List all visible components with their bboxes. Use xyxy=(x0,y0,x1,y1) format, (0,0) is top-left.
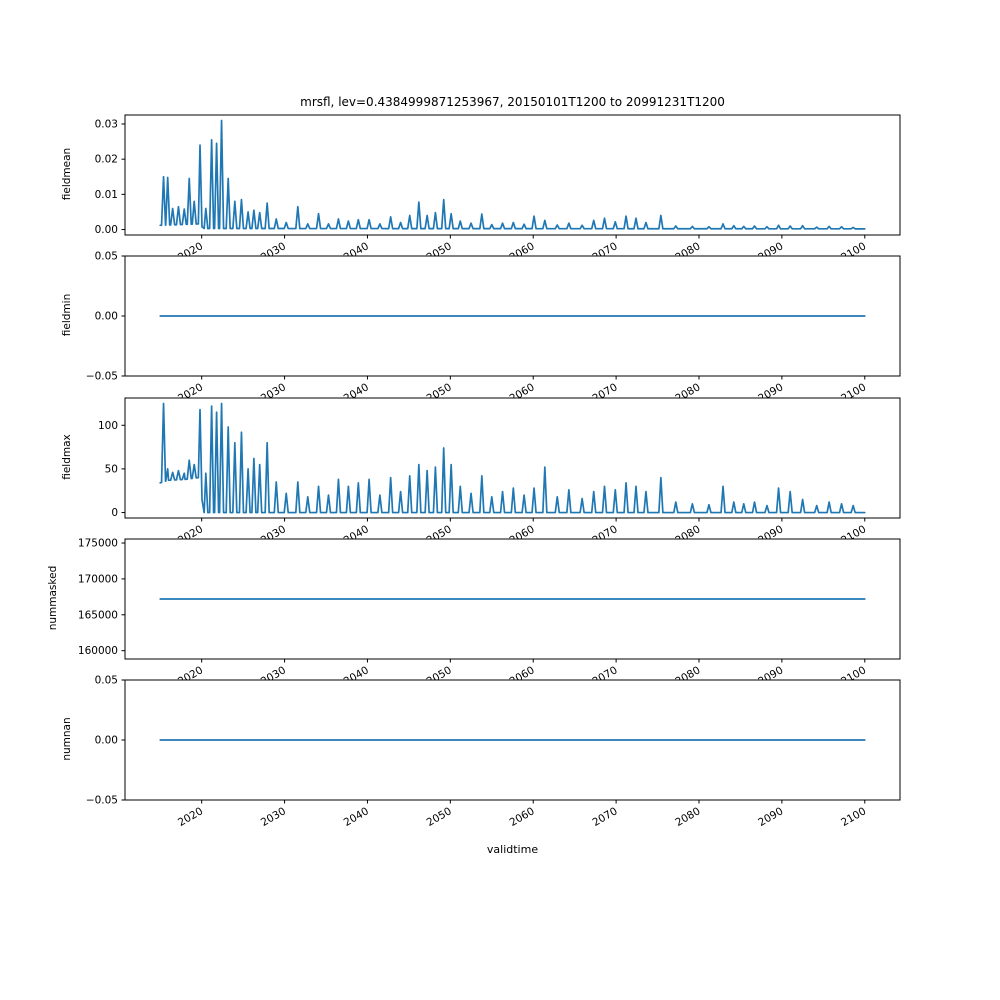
x-tick-label: 2060 xyxy=(508,523,537,547)
x-tick-label: 2100 xyxy=(839,381,868,405)
fieldmean-line xyxy=(159,119,866,230)
x-tick-label: 2040 xyxy=(342,523,371,547)
x-tick-label: 2080 xyxy=(673,664,702,688)
y-axis-label-fieldmean: fieldmean xyxy=(61,147,73,201)
y-tick-label: 0.05 xyxy=(95,251,118,263)
x-tick-label: 2050 xyxy=(425,523,454,547)
x-tick-label: 2070 xyxy=(590,523,619,547)
x-tick-label: 2070 xyxy=(590,664,619,688)
x-tick-label: 2070 xyxy=(590,381,619,405)
x-tick-label: 2090 xyxy=(756,381,785,405)
axes-frame xyxy=(124,255,901,377)
x-tick-label: 2070 xyxy=(590,805,619,829)
x-tick-label: 2040 xyxy=(342,805,371,829)
y-tick-label: 100 xyxy=(98,419,118,431)
axes-fieldmax: 100 50 0 2020 2030 2040 2050 2060 2070 2080 2090 21… xyxy=(98,397,901,547)
y-tick-label: 0.03 xyxy=(95,118,118,130)
y-tick-label: 0.00 xyxy=(95,311,118,323)
axes-numnan: 0.05 0.00 −0.05 2020 2030 2040 2050 2060 2070 208… xyxy=(86,675,901,829)
x-tick-label: 2030 xyxy=(259,240,288,264)
figure-title: mrsfl, lev=0.4384999871253967, 20150101T… xyxy=(300,95,725,109)
x-tick-label: 2040 xyxy=(342,664,371,688)
y-axis-label-numnan: numnan xyxy=(61,717,73,761)
x-tick-label: 2050 xyxy=(425,664,454,688)
x-tick-label: 2060 xyxy=(508,240,537,264)
x-tick-label: 2060 xyxy=(508,381,537,405)
y-tick-label: 0 xyxy=(111,507,118,519)
x-tick-label: 2020 xyxy=(176,523,205,547)
x-tick-label: 2020 xyxy=(176,381,205,405)
x-tick-label: 2020 xyxy=(176,240,205,264)
axes-frame xyxy=(124,114,901,236)
fieldmax-line xyxy=(159,402,866,513)
x-tick-label: 2090 xyxy=(756,240,785,264)
x-axis-label: validtime xyxy=(486,843,539,856)
y-tick-label: 0.01 xyxy=(95,189,118,201)
y-tick-label: 0.00 xyxy=(95,224,118,236)
x-tick-label: 2050 xyxy=(425,381,454,405)
x-tick-label: 2030 xyxy=(259,664,288,688)
x-tick-label: 2070 xyxy=(590,240,619,264)
y-tick-label: 165000 xyxy=(78,609,118,621)
x-tick-label: 2030 xyxy=(259,805,288,829)
x-tick-label: 2030 xyxy=(259,381,288,405)
y-tick-label: 160000 xyxy=(78,645,118,657)
axes-fieldmin: 0.05 0.00 −0.05 2020 2030 2040 2050 2060 2070 208… xyxy=(86,251,901,405)
y-tick-label: −0.05 xyxy=(86,371,118,383)
x-tick-label: 2100 xyxy=(839,240,868,264)
x-tick-label: 2090 xyxy=(756,664,785,688)
x-tick-label: 2060 xyxy=(508,805,537,829)
y-axis-label-nummasked: nummasked xyxy=(47,565,59,631)
y-tick-label: −0.05 xyxy=(86,795,118,807)
y-tick-label: 0.05 xyxy=(95,675,118,687)
x-tick-label: 2080 xyxy=(673,523,702,547)
x-tick-label: 2050 xyxy=(425,805,454,829)
x-tick-label: 2100 xyxy=(839,805,868,829)
x-tick-label: 2030 xyxy=(259,523,288,547)
axes-frame xyxy=(124,679,901,801)
y-tick-label: 170000 xyxy=(78,573,118,585)
x-tick-label: 2020 xyxy=(176,664,205,688)
x-tick-label: 2040 xyxy=(342,240,371,264)
x-tick-label: 2080 xyxy=(673,240,702,264)
x-tick-label: 2040 xyxy=(342,381,371,405)
x-tick-label: 2080 xyxy=(673,381,702,405)
y-tick-label: 175000 xyxy=(78,537,118,549)
x-tick-label: 2090 xyxy=(756,805,785,829)
x-tick-label: 2050 xyxy=(425,240,454,264)
axes-nummasked: 175000 170000 165000 160000 2020 2030 2040 2050… xyxy=(78,537,901,688)
x-tick-label: 2100 xyxy=(839,523,868,547)
x-tick-label: 2080 xyxy=(673,805,702,829)
x-tick-label: 2090 xyxy=(756,523,785,547)
y-tick-label: 50 xyxy=(105,463,118,475)
axes-fieldmean: 0.03 0.02 0.01 0.00 2020 2030 2040 2050 2060 2070… xyxy=(95,114,901,264)
x-tick-label: 2100 xyxy=(839,664,868,688)
axes-frame xyxy=(124,397,901,518)
y-axis-label-fieldmax: fieldmax xyxy=(61,433,73,480)
x-tick-label: 2060 xyxy=(508,664,537,688)
axes-frame xyxy=(124,538,901,660)
y-axis-label-fieldmin: fieldmin xyxy=(61,294,73,337)
x-tick-label: 2020 xyxy=(176,805,205,829)
y-tick-label: 0.02 xyxy=(95,154,118,166)
y-tick-label: 0.00 xyxy=(95,735,118,747)
